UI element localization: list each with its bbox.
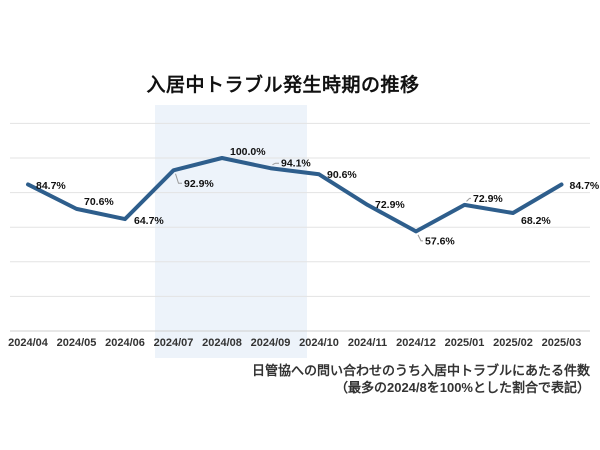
source-note-line1: 日管協への問い合わせのうち入居中トラブルにあたる件数 xyxy=(251,363,590,378)
source-note-line2: （最多の2024/8を100%とした割合で表記） xyxy=(334,380,590,395)
data-label-2024-12: 57.6% xyxy=(425,235,455,247)
data-label-2025-02: 68.2% xyxy=(521,215,551,227)
label-connector xyxy=(272,162,279,166)
x-axis-label-2024-11: 2024/11 xyxy=(348,337,387,349)
x-axis-label-2024-08: 2024/08 xyxy=(202,337,242,349)
label-connector xyxy=(466,197,471,202)
x-axis-label-2024-07: 2024/07 xyxy=(154,337,194,349)
data-label-2024-04: 84.7% xyxy=(36,180,66,192)
data-label-2025-01: 72.9% xyxy=(473,193,503,205)
data-label-2024-09: 94.1% xyxy=(281,158,311,170)
label-connector xyxy=(175,173,182,184)
data-label-2024-06: 64.7% xyxy=(134,215,164,227)
x-axis-label-2024-10: 2024/10 xyxy=(299,337,339,349)
label-connector xyxy=(417,234,423,242)
x-axis-label-2024-06: 2024/06 xyxy=(105,337,145,349)
data-label-2024-08: 100.0% xyxy=(230,146,266,158)
data-label-2024-07: 92.9% xyxy=(184,178,214,190)
highlight-band-3-5 xyxy=(155,105,307,358)
data-label-2024-05: 70.6% xyxy=(84,196,114,208)
x-axis-label-2024-09: 2024/09 xyxy=(251,337,291,349)
data-label-2025-03: 84.7% xyxy=(570,180,600,192)
data-label-2024-10: 90.6% xyxy=(327,169,357,181)
x-axis-label-2024-04: 2024/04 xyxy=(8,337,49,349)
trend-line xyxy=(26,156,564,234)
x-axis-label-2025-01: 2025/01 xyxy=(445,337,485,349)
x-axis-label-2025-02: 2025/02 xyxy=(493,337,533,349)
x-axis-label-2024-05: 2024/05 xyxy=(57,337,97,349)
source-note: 日管協への問い合わせのうち入居中トラブルにあたる件数 （最多の2024/8を10… xyxy=(252,362,590,396)
x-axis-label-2024-12: 2024/12 xyxy=(396,337,436,349)
chart-title: 入居中トラブル発生時期の推移 xyxy=(146,75,420,96)
x-axis-label-2025-03: 2025/03 xyxy=(542,337,582,349)
data-label-2024-11: 72.9% xyxy=(375,199,405,211)
